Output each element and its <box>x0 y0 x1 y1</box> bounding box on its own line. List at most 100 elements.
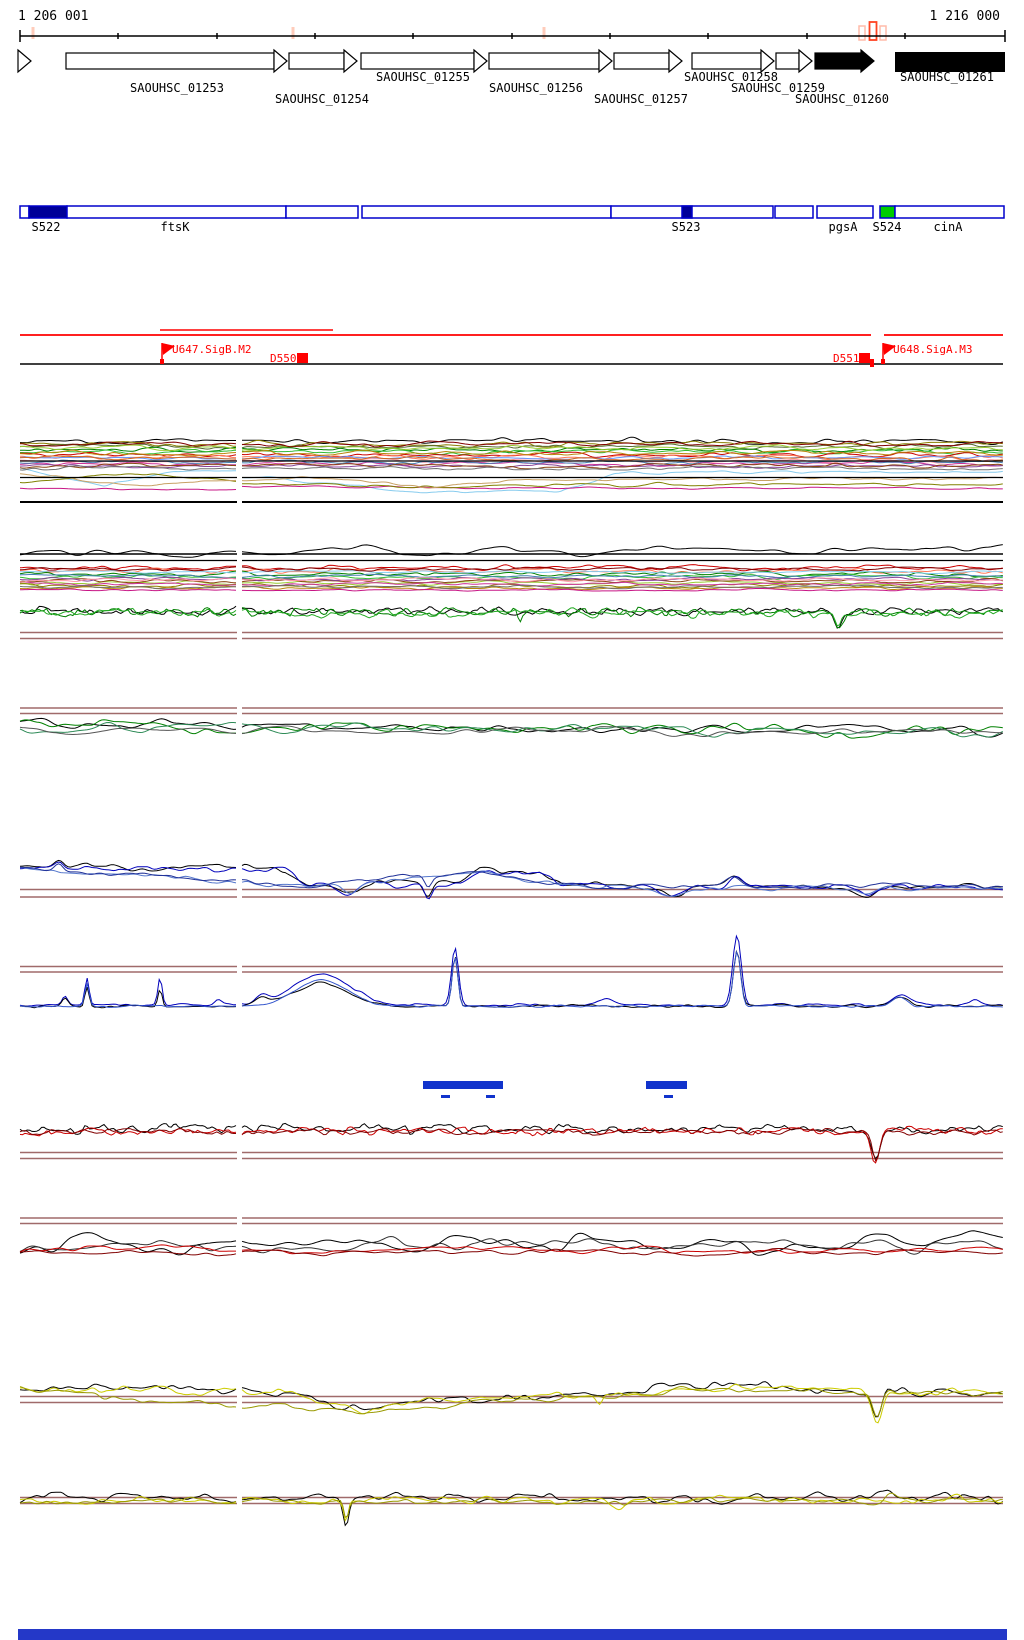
segment-label-ftsK: ftsK <box>161 220 191 234</box>
probe-bar-0[interactable] <box>423 1081 503 1089</box>
expression-trace <box>19 455 237 461</box>
expression-trace <box>241 1245 1003 1255</box>
gene-arrow-SAOUHSC_01254[interactable] <box>288 48 358 74</box>
ruler-highlight-mark <box>31 27 35 39</box>
expression-trace <box>19 1240 237 1252</box>
expression-trace <box>19 1386 237 1408</box>
probe-bar-tick <box>664 1095 673 1098</box>
ruler-track <box>19 21 1006 42</box>
gene-label: SAOUHSC_01253 <box>130 81 224 95</box>
ruler-highlight-mark <box>858 25 866 41</box>
expression-trace <box>19 467 237 487</box>
expression-trace <box>19 1496 236 1505</box>
expression-trace <box>20 441 237 447</box>
segment-box-4[interactable] <box>361 205 612 219</box>
expression-trace <box>242 586 1003 591</box>
expression-trace <box>19 1232 237 1256</box>
gene-arrow-partial[interactable] <box>17 48 32 74</box>
segment-box-0[interactable] <box>19 205 30 219</box>
gene-label: SAOUHSC_01256 <box>489 81 583 95</box>
probe-bar-1[interactable] <box>646 1081 687 1089</box>
expression-trace <box>19 578 236 584</box>
expression-trace <box>19 577 237 583</box>
expression-trace <box>20 588 237 592</box>
expr-panel-8 <box>19 1217 1003 1257</box>
probe-bar-tick <box>441 1095 450 1098</box>
gene-arrow-SAOUHSC_01261[interactable] <box>895 52 1005 72</box>
gene-arrow-SAOUHSC_01253[interactable] <box>65 48 288 74</box>
ruler-highlight-mark-strong <box>868 21 878 41</box>
expression-trace <box>19 726 237 736</box>
segment-box-2[interactable] <box>66 205 287 219</box>
annotation-flag-U648.SigA.M3[interactable]: U648.SigA.M3 <box>881 343 972 364</box>
ruler-left-coordinate: 1 206 001 <box>18 9 89 24</box>
annotation-track: U647.SigB.M2 U648.SigA.M3 D550 D551 <box>20 329 1003 367</box>
segment-label-S523: S523 <box>672 220 701 234</box>
expression-trace <box>19 607 237 617</box>
expression-trace <box>19 549 237 558</box>
ruler-highlight-mark <box>542 27 546 39</box>
expression-trace <box>241 607 1003 627</box>
expression-trace <box>19 983 237 1008</box>
annotation-marker-D551[interactable]: D551 <box>833 352 874 367</box>
expression-trace <box>19 449 237 456</box>
gene-arrow-SAOUHSC_01255[interactable] <box>360 48 488 74</box>
expression-trace <box>241 1248 1003 1257</box>
probe-bar-track <box>423 1081 687 1098</box>
expression-trace <box>19 444 237 452</box>
segment-box-7[interactable] <box>774 205 814 219</box>
expression-trace <box>241 722 1004 738</box>
annotation-flag-U647.SigB.M2[interactable]: U647.SigB.M2 <box>160 343 251 364</box>
expr-panel-6 <box>19 934 1003 1009</box>
segment-box-8[interactable] <box>816 205 874 219</box>
expression-trace <box>241 573 1003 579</box>
segment-box-1[interactable] <box>28 205 68 219</box>
segment-label-S524: S524 <box>873 220 902 234</box>
expression-trace <box>241 476 1003 489</box>
expression-trace <box>19 1383 237 1395</box>
annotation-marker-D550[interactable]: D550 <box>270 352 308 365</box>
expression-trace <box>19 487 237 491</box>
gene-arrow-SAOUHSC_01258[interactable] <box>691 48 775 74</box>
expression-trace <box>241 440 1003 448</box>
expression-trace <box>241 1230 1003 1256</box>
expression-trace <box>19 1244 236 1253</box>
gene-arrow-SAOUHSC_01257[interactable] <box>613 48 683 74</box>
expression-trace <box>19 719 236 735</box>
expression-trace <box>19 1250 237 1257</box>
expression-trace <box>241 1385 1003 1417</box>
gene-arrow-SAOUHSC_01259[interactable] <box>775 48 813 74</box>
segment-box-10[interactable] <box>894 205 1005 219</box>
expression-trace <box>241 470 1003 494</box>
expression-trace <box>241 566 1003 572</box>
expression-trace <box>241 1122 1003 1160</box>
expression-trace <box>241 544 1003 558</box>
expression-trace <box>19 576 236 582</box>
ruler-right-coordinate: 1 216 000 <box>929 9 1000 24</box>
expression-trace <box>19 863 237 882</box>
gene-arrow-SAOUHSC_01260[interactable] <box>814 48 875 74</box>
gene-label: SAOUHSC_01259 <box>731 81 825 95</box>
expression-trace <box>241 449 1003 456</box>
gene-label: SAOUHSC_01254 <box>275 92 369 106</box>
segment-box-9[interactable] <box>879 205 896 219</box>
segment-box-3[interactable] <box>285 205 359 219</box>
expression-trace <box>241 465 1003 471</box>
expression-trace <box>19 977 236 1007</box>
expression-trace <box>241 451 1003 459</box>
expression-trace <box>241 570 1003 574</box>
gene-label: SAOUHSC_01260 <box>795 92 889 106</box>
expression-trace <box>241 725 1003 737</box>
expression-trace <box>241 1235 1003 1255</box>
probe-bar-tick <box>486 1095 495 1098</box>
segment-label-cinA: cinA <box>934 220 964 234</box>
ruler-highlight-mark <box>291 27 295 39</box>
gene-label: SAOUHSC_01257 <box>594 92 688 106</box>
expression-trace <box>241 1381 1003 1418</box>
segment-box-6[interactable] <box>681 205 693 219</box>
gene-arrow-SAOUHSC_01256[interactable] <box>488 48 613 74</box>
footer-bar <box>18 1629 1007 1640</box>
annotation-marker-label: D551 <box>833 352 860 365</box>
expression-trace <box>19 565 237 571</box>
